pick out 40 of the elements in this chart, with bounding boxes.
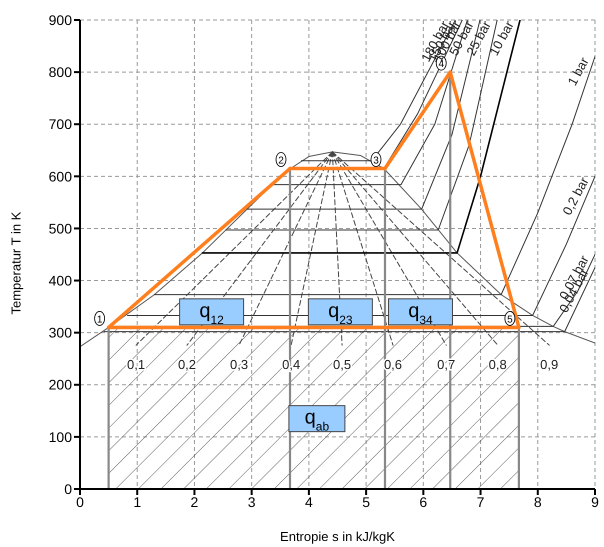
series-label: 0,8 <box>488 357 507 372</box>
annotation: q$_{ab}$ <box>304 406 330 434</box>
y-tick-label: 800 <box>48 64 72 80</box>
x-tick-label: 5 <box>362 494 370 510</box>
annotation: q$_{34}$ <box>408 300 434 327</box>
annotation: q$_{23}$ <box>328 300 353 327</box>
x-tick-label: 9 <box>591 494 600 510</box>
annotation: 1 <box>96 314 103 326</box>
annotation: q$_{12}$ <box>199 300 224 327</box>
series-label: 0,5 <box>333 357 352 372</box>
y-axis-title: Temperatur T in K <box>8 211 24 314</box>
series-label: 0,2 <box>178 357 196 372</box>
x-tick-label: 8 <box>534 494 542 510</box>
annotation: 3 <box>373 156 380 167</box>
series-label: 0,4 <box>282 357 300 372</box>
y-tick-label: 400 <box>48 272 72 289</box>
x-tick-label: 2 <box>190 494 199 510</box>
y-tick-label: 300 <box>48 324 72 341</box>
annotation: 2 <box>278 156 284 167</box>
y-tick-label: 900 <box>48 12 72 28</box>
x-tick-label: 3 <box>248 494 256 510</box>
x-tick-label: 0 <box>76 494 84 510</box>
x-tick-label: 4 <box>304 494 313 510</box>
text: 0,2 bar <box>559 174 592 218</box>
y-tick-label: 100 <box>48 428 72 445</box>
text: 1 bar <box>564 54 592 88</box>
series-label: 0,7 <box>437 357 456 372</box>
x-tick-label: 1 <box>133 494 142 510</box>
x-tick-label: 6 <box>419 494 428 510</box>
y-tick-label: 500 <box>48 220 72 236</box>
series-label: 0,1 <box>127 357 146 372</box>
y-tick-label: 200 <box>48 376 72 393</box>
annotation: 5 <box>507 314 514 326</box>
y-tick-label: 0 <box>64 480 72 497</box>
x-tick-label: 7 <box>476 494 485 510</box>
y-tick-label: 700 <box>48 116 72 132</box>
annotation: 4 <box>438 59 444 70</box>
x-axis-title: Entropie s in kJ/kgK <box>280 529 396 544</box>
series-label: 0,9 <box>540 357 558 372</box>
y-tick-label: 600 <box>48 168 72 184</box>
